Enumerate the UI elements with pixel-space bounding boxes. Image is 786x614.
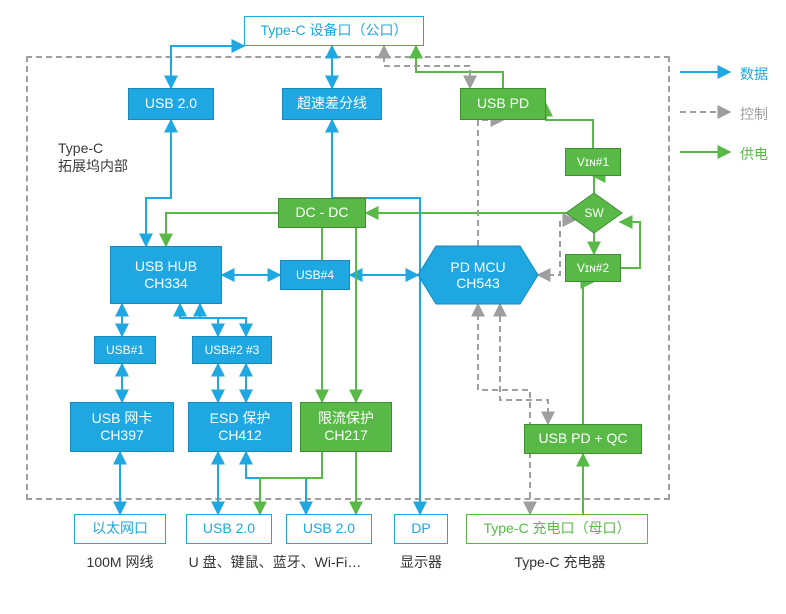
node-usb20a: USB 2.0 (128, 88, 214, 120)
edge-hub-usb23-b (180, 304, 246, 336)
node-curlim: 限流保护CH217 (300, 402, 392, 452)
edge-usb20a-hub (146, 120, 171, 246)
node-usb4: USB#4 (280, 260, 350, 290)
node-hub: USB HUBCH334 (110, 246, 222, 304)
node-ssdiff: 超速差分线 (282, 88, 382, 120)
node-usb23: USB#2 #3 (192, 336, 272, 364)
node-usb1: USB#1 (94, 336, 156, 364)
caption-dp: 显示器 (384, 552, 458, 572)
edge-topc-usbpd-ctrl (384, 46, 470, 88)
edge-vin2-sw-loop (620, 222, 640, 268)
node-usbpd: USB PD (460, 88, 546, 120)
edge-topc-usb20a (171, 46, 244, 88)
edge-pdmcu-chg-ctrl (478, 304, 530, 514)
node-chgport: Type-C 充电口（母口） (466, 514, 648, 544)
legend-text-1: 控制 (740, 104, 768, 124)
node-usbpdqc: USB PD + QC (524, 424, 642, 454)
caption-usbb: U 盘、键鼠、蓝牙、Wi-Fi… (170, 552, 380, 572)
node-dcdc: DC - DC (278, 198, 366, 228)
edge-curlim-usb20b (260, 452, 322, 514)
edge-pdmcu-usbpd-ctrl (478, 120, 503, 246)
node-usbnic: USB 网卡CH397 (70, 402, 174, 452)
node-topc: Type-C 设备口（公口） (244, 16, 424, 46)
inside-label: Type-C拓展坞内部 (58, 140, 178, 176)
node-sw (566, 193, 622, 233)
edge-vin1-usbpd (546, 104, 593, 148)
node-vin1: Vɪɴ#1 (565, 148, 621, 176)
node-vin2: Vɪɴ#2 (565, 254, 621, 282)
caption-chg: Type-C 充电器 (490, 552, 630, 572)
caption-eth: 100M 网线 (74, 552, 166, 572)
edge-usbpdqc-vin2 (583, 282, 593, 424)
node-pdmcu (418, 246, 538, 304)
edge-sw-vin1 (593, 176, 594, 193)
node-dp: DP (394, 514, 448, 544)
edge-dcdc-hub (166, 213, 278, 246)
node-usb20b: USB 2.0 (186, 514, 272, 544)
edge-esd-usb20c (246, 452, 306, 514)
edge-usbpdqc-pdmcu (500, 304, 548, 424)
edge-ssdiff-dp (332, 120, 420, 514)
legend-text-2: 供电 (740, 144, 768, 164)
node-eth: 以太网口 (74, 514, 166, 544)
node-usb20c: USB 2.0 (286, 514, 372, 544)
legend-text-0: 数据 (740, 64, 768, 84)
edge-hub-usb23-a (200, 304, 218, 336)
node-esd: ESD 保护CH412 (188, 402, 292, 452)
